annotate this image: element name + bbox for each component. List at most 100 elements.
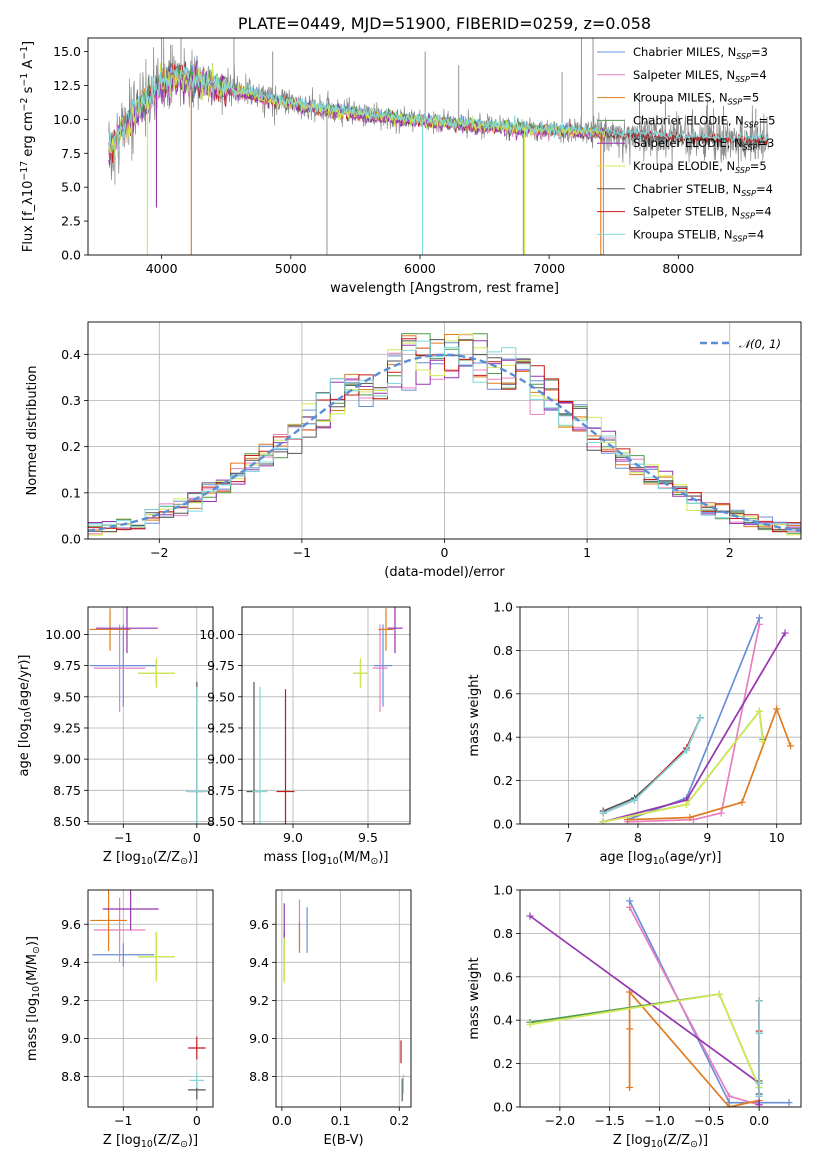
y-tick-label: 9.2 (61, 993, 81, 1008)
y-tick-label: 0.8 (493, 643, 513, 658)
y-tick-label: 0.0 (61, 248, 81, 263)
x-tick-label: −0.5 (694, 1113, 724, 1128)
plot-area-spectrum (108, 38, 769, 255)
x-axis-label: Z [log10(Z/Z⊙)] (103, 850, 198, 867)
panel-agemass: 9.0 9.5 8.50 8.75 9.00 9.25 9.50 9.75 10.00 mass … (199, 606, 411, 867)
series-line-kroupa-stelib (602, 717, 702, 814)
y-tick-label: 10.00 (45, 627, 81, 642)
legend-entry-chabrier-miles: Chabrier MILES, NSSP=3 (633, 45, 768, 61)
point-kroupa-stelib (755, 1079, 763, 1087)
y-tick-label: 9.25 (207, 720, 235, 735)
point-kroupa-stelib (630, 796, 638, 804)
y-axis-label: Flux [f_λ10−17 erg cm−2 s−1 A−1] (19, 41, 36, 252)
y-tick-label: 9.4 (249, 955, 269, 970)
plot-area-agemass (246, 607, 403, 824)
x-tick-label: 0.2 (389, 1113, 409, 1128)
series-line-salpeter-miles (627, 624, 761, 823)
y-tick-label: 0.4 (493, 1013, 513, 1028)
y-tick-label: 9.0 (61, 1031, 81, 1046)
y-tick-label: 0.6 (493, 686, 513, 701)
x-tick-label: 8000 (662, 261, 694, 276)
legend-entry-kroupa-stelib: Kroupa STELIB, NSSP=4 (633, 227, 764, 243)
point-salpeter-miles (725, 1092, 733, 1100)
x-tick-label: 0.0 (749, 1113, 769, 1128)
x-tick-label: −1.5 (595, 1113, 625, 1128)
y-tick-label: 9.4 (61, 955, 81, 970)
y-tick-label: 9.75 (53, 658, 81, 673)
series-line-kroupa-miles (628, 989, 760, 1107)
plot-area-ageZ (89, 607, 208, 824)
panel-spectrum: 4000 5000 6000 7000 8000 0.0 2.5 5.0 7.5 10.0 12.5… (19, 14, 802, 296)
point-kroupa-miles (725, 1103, 733, 1107)
y-axis-label: mass weight (467, 957, 482, 1039)
legend-entry-kroupa-miles: Kroupa MILES, NSSP=5 (633, 91, 759, 107)
y-tick-label: 8.50 (53, 814, 81, 829)
x-tick-label: 0 (441, 545, 449, 560)
y-axis-label: age [log10(age/yr)] (17, 654, 34, 776)
y-tick-label: 5.0 (61, 180, 81, 195)
normal-distribution-curve (88, 353, 801, 533)
y-tick-label: 9.6 (249, 917, 269, 932)
point-kroupa-miles (738, 798, 746, 806)
panel-mwage: 7 8 9 10 0.0 0.2 0.4 0.6 0.8 1.0 age [log10(age/yr… (467, 600, 802, 867)
y-tick-label: 9.75 (207, 658, 235, 673)
panel-ageZ: −1 0 8.50 8.75 9.00 9.25 9.50 9.75 10.00 Z [log10… (17, 606, 214, 867)
point-kroupa-miles (626, 1083, 634, 1091)
point-kroupa-stelib (683, 746, 691, 754)
y-tick-label: 0.4 (61, 347, 81, 362)
y-tick-label: 8.50 (207, 814, 235, 829)
series-line-kroupa-miles (627, 706, 792, 821)
x-tick-label: 7000 (533, 261, 565, 276)
point-kroupa-stelib (599, 809, 607, 817)
y-tick-label: 8.8 (61, 1069, 81, 1084)
x-tick-label: 0 (193, 1113, 201, 1128)
x-axis-label: age [log10(age/yr)] (599, 850, 721, 867)
point-kroupa-elodie (526, 1021, 534, 1029)
point-kroupa-miles (686, 813, 694, 821)
point-salpeter-elodie (526, 912, 534, 920)
point-kroupa-stelib (755, 997, 763, 1005)
point-kroupa-miles (787, 742, 795, 750)
y-tick-label: 9.2 (249, 993, 269, 1008)
point-salpeter-elodie (781, 629, 789, 637)
y-tick-label: 9.25 (53, 720, 81, 735)
plot-area-mwage (599, 614, 795, 824)
axes-frame (519, 889, 802, 1108)
y-tick-label: 8.75 (53, 783, 81, 798)
x-tick-label: 1 (583, 545, 591, 560)
x-tick-label: −2.0 (545, 1113, 575, 1128)
point-kroupa-elodie (599, 818, 607, 824)
y-tick-label: 0.2 (493, 1056, 513, 1071)
x-tick-label: −1 (114, 830, 132, 845)
point-salpeter-miles (626, 903, 634, 911)
axes-frame (87, 37, 802, 256)
y-tick-label: 0.0 (61, 532, 81, 547)
y-axis-label: mass [log10(M/M⊙)] (25, 936, 42, 1061)
y-tick-label: 9.50 (53, 689, 81, 704)
y-tick-label: 9.00 (207, 752, 235, 767)
series-line-kroupa-elodie (603, 709, 764, 823)
point-kroupa-stelib (755, 1092, 763, 1100)
y-tick-label: 7.5 (61, 146, 81, 161)
y-tick-label: 2.5 (61, 214, 81, 229)
x-tick-label: 9.5 (358, 830, 378, 845)
y-tick-label: 0.1 (61, 485, 81, 500)
point-salpeter-elodie (755, 1101, 763, 1107)
model-line-kroupa-stelib (108, 66, 769, 157)
x-tick-label: 0 (193, 830, 201, 845)
x-tick-label: 0.1 (331, 1113, 351, 1128)
y-tick-label: 0.8 (493, 926, 513, 941)
legend-entry-salpeter-elodie: Salpeter ELODIE, NSSP=3 (633, 136, 774, 152)
panel-massZ: −1 0 8.8 9.0 9.2 9.4 9.6 Z [log10(Z/Z⊙)] mass [l… (25, 889, 214, 1150)
axes-frame (275, 889, 412, 1108)
x-tick-label: 2 (726, 545, 734, 560)
histogram-kroupa-stelib (88, 340, 801, 531)
x-tick-label: 9.0 (283, 830, 303, 845)
point-chabrier-miles (785, 1099, 793, 1107)
axes-frame (87, 606, 214, 825)
x-tick-label: −1 (293, 545, 311, 560)
y-tick-label: 0.0 (493, 1100, 513, 1115)
y-tick-label: 9.0 (249, 1031, 269, 1046)
series-line-chabrier-stelib (602, 717, 702, 812)
